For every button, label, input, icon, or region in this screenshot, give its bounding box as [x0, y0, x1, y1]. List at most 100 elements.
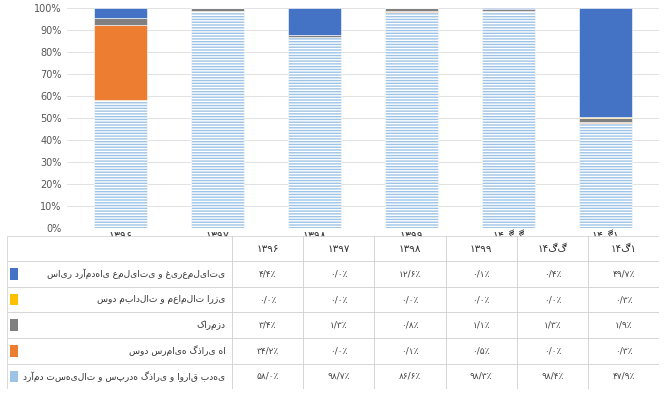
- Text: ۱/۹٪: ۱/۹٪: [615, 321, 633, 330]
- Bar: [374, 236, 446, 261]
- Bar: [7, 236, 232, 261]
- Bar: [446, 364, 517, 389]
- Text: ۰/۰٪: ۰/۰٪: [330, 295, 348, 304]
- Text: ۱۴ڰ۱: ۱۴ڰ۱: [611, 244, 637, 253]
- Bar: [374, 261, 446, 287]
- Text: ۰/۰٪: ۰/۰٪: [330, 270, 348, 279]
- Bar: [7, 364, 232, 389]
- Text: ۰/۰٪: ۰/۰٪: [330, 346, 348, 355]
- Bar: [385, 12, 438, 228]
- Bar: [232, 261, 303, 287]
- Bar: [588, 364, 659, 389]
- Bar: [232, 236, 303, 261]
- Bar: [10, 371, 18, 382]
- Bar: [517, 287, 588, 312]
- Text: ۴۹/۷٪: ۴۹/۷٪: [613, 270, 635, 279]
- Bar: [517, 312, 588, 338]
- Bar: [303, 287, 374, 312]
- Bar: [517, 236, 588, 261]
- Bar: [446, 338, 517, 364]
- Bar: [303, 364, 374, 389]
- Bar: [579, 7, 633, 117]
- Text: ۹۸/۴٪: ۹۸/۴٪: [541, 372, 563, 381]
- Text: ۱/۱٪: ۱/۱٪: [472, 321, 490, 330]
- Bar: [588, 236, 659, 261]
- Text: ۰/۰٪: ۰/۰٪: [472, 295, 490, 304]
- Bar: [288, 35, 341, 37]
- Text: ۱۲/۶٪: ۱۲/۶٪: [399, 270, 421, 279]
- Text: ۹۸/۳٪: ۹۸/۳٪: [470, 372, 492, 381]
- Bar: [288, 37, 341, 228]
- Text: ۱/۳٪: ۱/۳٪: [543, 321, 561, 330]
- Bar: [7, 312, 232, 338]
- Bar: [385, 8, 438, 11]
- Bar: [579, 122, 633, 123]
- Text: ۹۸/۷٪: ۹۸/۷٪: [328, 372, 350, 381]
- Text: ۵۸/۰٪: ۵۸/۰٪: [256, 372, 278, 381]
- Bar: [579, 118, 633, 122]
- Text: ۰/۰٪: ۰/۰٪: [543, 346, 561, 355]
- Bar: [517, 364, 588, 389]
- Bar: [517, 338, 588, 364]
- Bar: [374, 312, 446, 338]
- Bar: [232, 364, 303, 389]
- Text: ۰/۱٪: ۰/۱٪: [472, 270, 490, 279]
- Text: ۱۴ڰڰ: ۱۴ڰڰ: [537, 244, 567, 253]
- Bar: [588, 312, 659, 338]
- Bar: [588, 338, 659, 364]
- Bar: [446, 312, 517, 338]
- Bar: [7, 261, 232, 287]
- Bar: [374, 338, 446, 364]
- Text: سود سرمایه گذاری ها: سود سرمایه گذاری ها: [129, 345, 225, 356]
- Bar: [385, 11, 438, 12]
- Bar: [7, 338, 232, 364]
- Bar: [190, 11, 244, 228]
- Text: ۰/۴٪: ۰/۴٪: [543, 270, 561, 279]
- Bar: [10, 294, 18, 305]
- Bar: [446, 236, 517, 261]
- Bar: [374, 364, 446, 389]
- Text: سایر درآمدهای عملیاتی و غیرعملیاتی: سایر درآمدهای عملیاتی و غیرعملیاتی: [47, 269, 225, 279]
- Text: ۳۴/۲٪: ۳۴/۲٪: [256, 346, 278, 355]
- Bar: [232, 338, 303, 364]
- Bar: [588, 287, 659, 312]
- Bar: [232, 287, 303, 312]
- Bar: [579, 117, 633, 118]
- Bar: [579, 123, 633, 228]
- Text: ۴/۴٪: ۴/۴٪: [259, 270, 276, 279]
- Text: ۰/۱٪: ۰/۱٪: [401, 346, 419, 355]
- Text: ۱/۳٪: ۱/۳٪: [330, 321, 348, 330]
- Bar: [232, 312, 303, 338]
- Text: سود مبادلات و معاملات ارزی: سود مبادلات و معاملات ارزی: [97, 295, 225, 304]
- Text: ۰/۳٪: ۰/۳٪: [615, 346, 633, 355]
- Bar: [190, 8, 244, 11]
- Text: ۴۷/۹٪: ۴۷/۹٪: [613, 372, 635, 381]
- Bar: [303, 261, 374, 287]
- Bar: [10, 268, 18, 280]
- Bar: [93, 18, 147, 25]
- Bar: [10, 320, 18, 331]
- Bar: [303, 236, 374, 261]
- Bar: [93, 25, 147, 100]
- Text: ۱۳۹۷: ۱۳۹۷: [328, 244, 350, 253]
- Text: درآمد تسهیلات و سپرده گذاری و اوراق بدهی: درآمد تسهیلات و سپرده گذاری و اوراق بدهی: [23, 371, 225, 382]
- Bar: [93, 100, 147, 228]
- Bar: [93, 8, 147, 18]
- Bar: [588, 261, 659, 287]
- Text: ۰/۵٪: ۰/۵٪: [472, 346, 490, 355]
- Bar: [482, 7, 535, 9]
- Text: ۳/۴٪: ۳/۴٪: [258, 321, 276, 330]
- Text: ۱۳۹۶: ۱۳۹۶: [256, 244, 278, 253]
- Text: ۰/۰٪: ۰/۰٪: [402, 295, 419, 304]
- Text: ۰/۰٪: ۰/۰٪: [543, 295, 561, 304]
- Text: ۱۳۹۸: ۱۳۹۸: [399, 244, 421, 253]
- Bar: [303, 312, 374, 338]
- Bar: [303, 338, 374, 364]
- Text: ۰/۸٪: ۰/۸٪: [401, 321, 419, 330]
- Text: کارمزد: کارمزد: [196, 320, 225, 330]
- Text: ۰/۰٪: ۰/۰٪: [259, 295, 276, 304]
- Bar: [374, 287, 446, 312]
- Text: ۸۶/۶٪: ۸۶/۶٪: [399, 372, 421, 381]
- Bar: [482, 11, 535, 228]
- Bar: [288, 7, 341, 35]
